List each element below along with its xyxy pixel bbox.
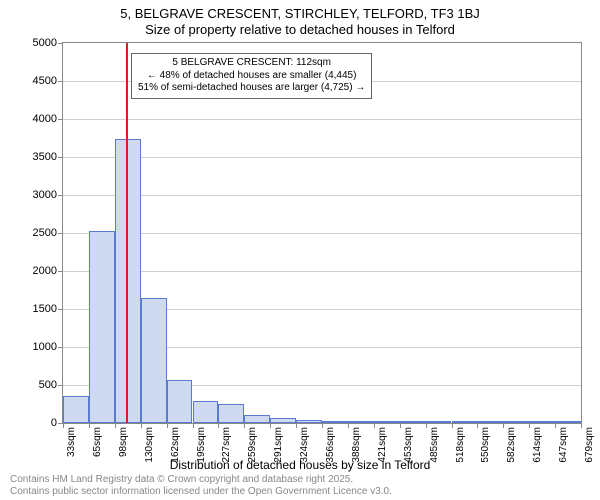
ytick-label: 3000 bbox=[33, 189, 57, 201]
xtick-mark bbox=[193, 423, 194, 428]
xtick-mark bbox=[581, 423, 582, 428]
chart-container: 5, BELGRAVE CRESCENT, STIRCHLEY, TELFORD… bbox=[0, 0, 600, 500]
histogram-bar bbox=[400, 421, 426, 423]
x-axis-label: Distribution of detached houses by size … bbox=[0, 458, 600, 472]
xtick-mark bbox=[63, 423, 64, 428]
ytick-mark bbox=[58, 81, 63, 82]
ytick-mark bbox=[58, 157, 63, 158]
ytick-mark bbox=[58, 309, 63, 310]
histogram-bar bbox=[296, 420, 322, 423]
gridline bbox=[63, 157, 581, 158]
histogram-bar bbox=[244, 415, 270, 423]
footer-line2: Contains public sector information licen… bbox=[10, 486, 392, 498]
property-marker-line bbox=[126, 43, 128, 423]
xtick-mark bbox=[374, 423, 375, 428]
ytick-mark bbox=[58, 385, 63, 386]
histogram-bar bbox=[322, 421, 348, 423]
gridline bbox=[63, 271, 581, 272]
plot-area: 0500100015002000250030003500400045005000… bbox=[62, 42, 582, 424]
xtick-mark bbox=[218, 423, 219, 428]
xtick-mark bbox=[426, 423, 427, 428]
ytick-label: 4500 bbox=[33, 75, 57, 87]
gridline bbox=[63, 195, 581, 196]
xtick-mark bbox=[167, 423, 168, 428]
xtick-mark bbox=[452, 423, 453, 428]
xtick-mark bbox=[322, 423, 323, 428]
ytick-label: 0 bbox=[51, 417, 57, 429]
annotation-line3: 51% of semi-detached houses are larger (… bbox=[138, 82, 365, 95]
xtick-mark bbox=[89, 423, 90, 428]
ytick-mark bbox=[58, 119, 63, 120]
xtick-mark bbox=[529, 423, 530, 428]
histogram-bar bbox=[374, 421, 400, 423]
xtick-mark bbox=[555, 423, 556, 428]
histogram-bar bbox=[89, 231, 115, 423]
histogram-bar bbox=[141, 298, 167, 423]
xtick-mark bbox=[141, 423, 142, 428]
chart-title-line2: Size of property relative to detached ho… bbox=[0, 22, 600, 37]
xtick-label: 65sqm bbox=[92, 427, 103, 457]
histogram-bar bbox=[477, 421, 503, 423]
histogram-bar bbox=[529, 421, 555, 423]
ytick-label: 3500 bbox=[33, 151, 57, 163]
annotation-line2: ← 48% of detached houses are smaller (4,… bbox=[138, 70, 365, 83]
xtick-mark bbox=[115, 423, 116, 428]
xtick-mark bbox=[503, 423, 504, 428]
xtick-mark bbox=[400, 423, 401, 428]
histogram-bar bbox=[270, 418, 296, 423]
annotation-box: 5 BELGRAVE CRESCENT: 112sqm ← 48% of det… bbox=[131, 53, 372, 99]
annotation-line1: 5 BELGRAVE CRESCENT: 112sqm bbox=[138, 57, 365, 70]
histogram-bar bbox=[167, 380, 193, 423]
gridline bbox=[63, 119, 581, 120]
xtick-mark bbox=[244, 423, 245, 428]
histogram-bar bbox=[426, 421, 452, 423]
xtick-mark bbox=[477, 423, 478, 428]
ytick-mark bbox=[58, 43, 63, 44]
histogram-bar bbox=[218, 404, 244, 423]
ytick-label: 2000 bbox=[33, 265, 57, 277]
footer-line1: Contains HM Land Registry data © Crown c… bbox=[10, 474, 392, 486]
chart-title-line1: 5, BELGRAVE CRESCENT, STIRCHLEY, TELFORD… bbox=[0, 6, 600, 21]
ytick-label: 5000 bbox=[33, 37, 57, 49]
histogram-bar bbox=[348, 421, 374, 423]
ytick-mark bbox=[58, 233, 63, 234]
ytick-mark bbox=[58, 271, 63, 272]
ytick-label: 500 bbox=[39, 379, 57, 391]
histogram-bar bbox=[63, 396, 89, 423]
ytick-label: 2500 bbox=[33, 227, 57, 239]
ytick-mark bbox=[58, 347, 63, 348]
histogram-bar bbox=[193, 401, 219, 423]
ytick-mark bbox=[58, 195, 63, 196]
xtick-label: 33sqm bbox=[66, 427, 77, 457]
ytick-label: 1500 bbox=[33, 303, 57, 315]
xtick-mark bbox=[270, 423, 271, 428]
footer: Contains HM Land Registry data © Crown c… bbox=[10, 474, 392, 498]
xtick-mark bbox=[296, 423, 297, 428]
histogram-bar bbox=[452, 421, 478, 423]
histogram-bar bbox=[555, 421, 581, 423]
gridline bbox=[63, 233, 581, 234]
xtick-label: 98sqm bbox=[118, 427, 129, 457]
histogram-bar bbox=[503, 421, 529, 423]
ytick-label: 1000 bbox=[33, 341, 57, 353]
ytick-label: 4000 bbox=[33, 113, 57, 125]
xtick-mark bbox=[348, 423, 349, 428]
